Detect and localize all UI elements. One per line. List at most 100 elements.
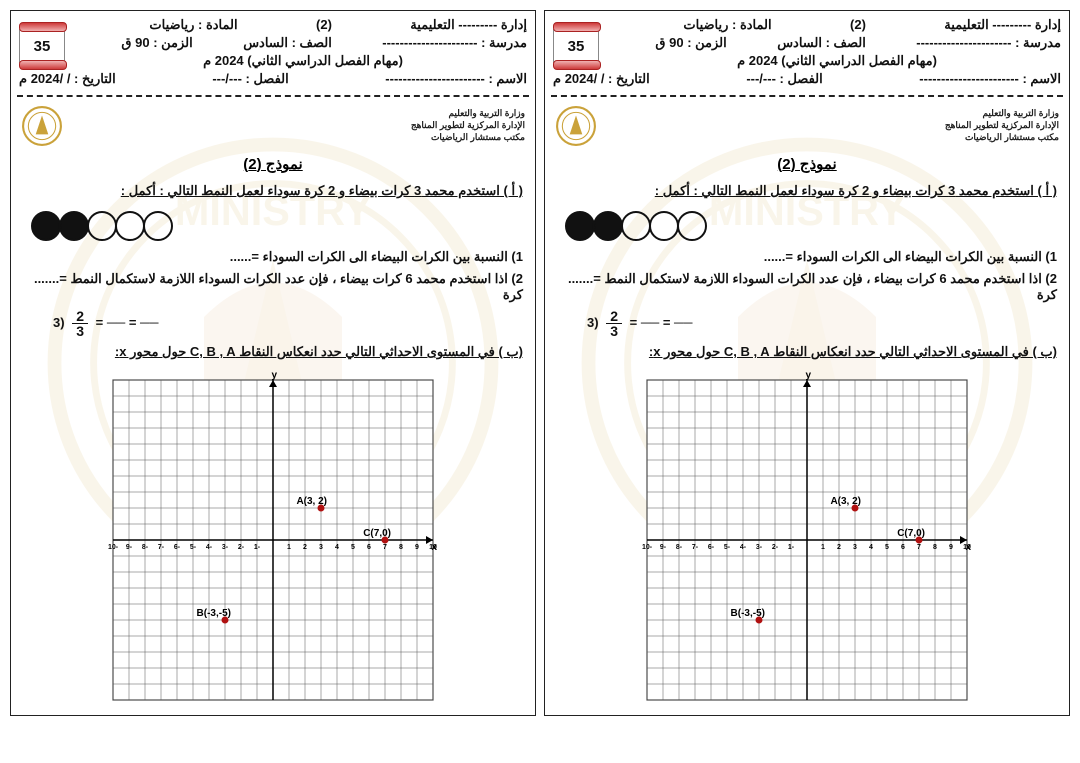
svg-text:7: 7	[383, 544, 387, 551]
svg-text:-4: -4	[740, 544, 747, 551]
svg-text:5: 5	[351, 544, 355, 551]
sheet-header: 35 إدارة --------- التعليمية (2) المادة …	[545, 11, 1069, 93]
model-title: نموذج (2)	[545, 155, 1069, 173]
hdr-class: الفصل : ---/---	[746, 71, 822, 87]
svg-text:-2: -2	[238, 544, 245, 551]
svg-text:A(3, 2): A(3, 2)	[296, 496, 327, 507]
hdr-class: الفصل : ---/---	[212, 71, 288, 87]
pattern-circle	[115, 211, 145, 241]
question-a: ( أ ) استخدم محمد 3 كرات بيضاء و 2 كرة س…	[23, 183, 523, 199]
hdr-paren: (2)	[316, 17, 332, 33]
pattern-circle	[59, 211, 89, 241]
svg-text:6: 6	[901, 544, 905, 551]
hdr-school: مدرسة : ----------------------	[916, 35, 1061, 51]
hdr-date: التاريخ : / /2024 م	[553, 71, 650, 87]
ministry-l1: وزارة التربية والتعليم	[411, 108, 525, 120]
ministry-l2: الإدارة المركزية لتطوير المناهج	[945, 120, 1059, 132]
ministry-row: وزارة التربية والتعليم الإدارة المركزية …	[545, 103, 1069, 149]
svg-text:B(-3,-5): B(-3,-5)	[197, 608, 231, 619]
svg-text:A(3, 2): A(3, 2)	[830, 496, 861, 507]
question-b: (ب ) في المستوى الاحداثي التالي حدد انعك…	[557, 344, 1057, 360]
ministry-l3: مكتب مستشار الرياضيات	[411, 132, 525, 144]
pattern-circle	[565, 211, 595, 241]
svg-text:y: y	[271, 370, 277, 381]
pattern-circle	[621, 211, 651, 241]
svg-text:4: 4	[869, 544, 873, 551]
svg-text:-9: -9	[660, 544, 667, 551]
svg-text:-8: -8	[142, 544, 149, 551]
svg-text:5: 5	[885, 544, 889, 551]
hdr-paren: (2)	[850, 17, 866, 33]
hdr-time: الزمن : 90 ق	[121, 35, 192, 51]
qa-sub1: 1) النسبة بين الكرات البيضاء الى الكرات …	[557, 249, 1057, 265]
hdr-time: الزمن : 90 ق	[655, 35, 726, 51]
svg-text:-9: -9	[126, 544, 133, 551]
svg-text:8: 8	[399, 544, 403, 551]
hdr-subject: المادة : رياضيات	[683, 17, 771, 33]
svg-text:8: 8	[933, 544, 937, 551]
svg-text:2: 2	[837, 544, 841, 551]
svg-text:-3: -3	[756, 544, 763, 551]
pattern-circle	[677, 211, 707, 241]
sheet-header: 35 إدارة --------- التعليمية (2) المادة …	[11, 11, 535, 93]
qa-sub3: 3) 23 = ── = ──	[557, 309, 1057, 338]
svg-text:3: 3	[319, 544, 323, 551]
svg-text:-10: -10	[108, 544, 119, 551]
qa-sub3: 3) 23 = ── = ──	[23, 309, 523, 338]
pattern-circle	[87, 211, 117, 241]
ministry-l3: مكتب مستشار الرياضيات	[945, 132, 1059, 144]
ministry-l1: وزارة التربية والتعليم	[945, 108, 1059, 120]
header-divider	[551, 95, 1063, 97]
header-divider	[17, 95, 529, 97]
sheets-container: MINISTRY EDUCATION 35 إدارة --------- ال…	[0, 10, 1080, 716]
question-a: ( أ ) استخدم محمد 3 كرات بيضاء و 2 كرة س…	[557, 183, 1057, 199]
svg-text:-2: -2	[772, 544, 779, 551]
svg-text:-7: -7	[158, 544, 165, 551]
pattern-circle	[31, 211, 61, 241]
svg-text:-6: -6	[174, 544, 181, 551]
svg-text:-1: -1	[254, 544, 261, 551]
hdr-name: الاسم : -----------------------	[919, 71, 1061, 87]
svg-text:-1: -1	[788, 544, 795, 551]
pattern-circle	[143, 211, 173, 241]
scroll-number: 35	[553, 29, 599, 63]
hdr-admin: إدارة --------- التعليمية	[944, 17, 1061, 33]
ministry-seal-icon	[555, 105, 597, 147]
ministry-row: وزارة التربية والتعليم الإدارة المركزية …	[11, 103, 535, 149]
svg-text:2: 2	[303, 544, 307, 551]
svg-text:C(7,0): C(7,0)	[897, 528, 925, 539]
svg-text:-8: -8	[676, 544, 683, 551]
scroll-number: 35	[19, 29, 65, 63]
pattern-circle	[593, 211, 623, 241]
model-title: نموذج (2)	[11, 155, 535, 173]
svg-text:4: 4	[335, 544, 339, 551]
svg-text:-6: -6	[708, 544, 715, 551]
pattern-circles	[557, 211, 1057, 241]
svg-text:10: 10	[429, 544, 437, 551]
hdr-date: التاريخ : / /2024 م	[19, 71, 116, 87]
pattern-circle	[649, 211, 679, 241]
svg-text:9: 9	[415, 544, 419, 551]
sheet-left: MINISTRY EDUCATION 35 إدارة --------- ال…	[544, 10, 1070, 716]
svg-text:6: 6	[367, 544, 371, 551]
svg-text:-3: -3	[222, 544, 229, 551]
svg-text:1: 1	[821, 544, 825, 551]
coordinate-graph: xy-10-9-8-7-6-5-4-3-2-112345678910A(3, 2…	[557, 366, 1057, 714]
svg-text:-4: -4	[206, 544, 213, 551]
svg-text:-5: -5	[190, 544, 197, 551]
page-title	[0, 0, 1080, 10]
qa-sub1: 1) النسبة بين الكرات البيضاء الى الكرات …	[23, 249, 523, 265]
ministry-l2: الإدارة المركزية لتطوير المناهج	[411, 120, 525, 132]
svg-text:10: 10	[963, 544, 971, 551]
svg-text:-7: -7	[692, 544, 699, 551]
svg-text:y: y	[805, 370, 811, 381]
hdr-name: الاسم : -----------------------	[385, 71, 527, 87]
svg-text:9: 9	[949, 544, 953, 551]
svg-text:3: 3	[853, 544, 857, 551]
svg-text:-10: -10	[642, 544, 653, 551]
hdr-grade: الصف : السادس	[777, 35, 866, 51]
hdr-tasks: (مهام الفصل الدراسي الثاني) 2024 م	[79, 53, 527, 69]
hdr-tasks: (مهام الفصل الدراسي الثاني) 2024 م	[613, 53, 1061, 69]
coordinate-graph: xy-10-9-8-7-6-5-4-3-2-112345678910A(3, 2…	[23, 366, 523, 714]
hdr-admin: إدارة --------- التعليمية	[410, 17, 527, 33]
